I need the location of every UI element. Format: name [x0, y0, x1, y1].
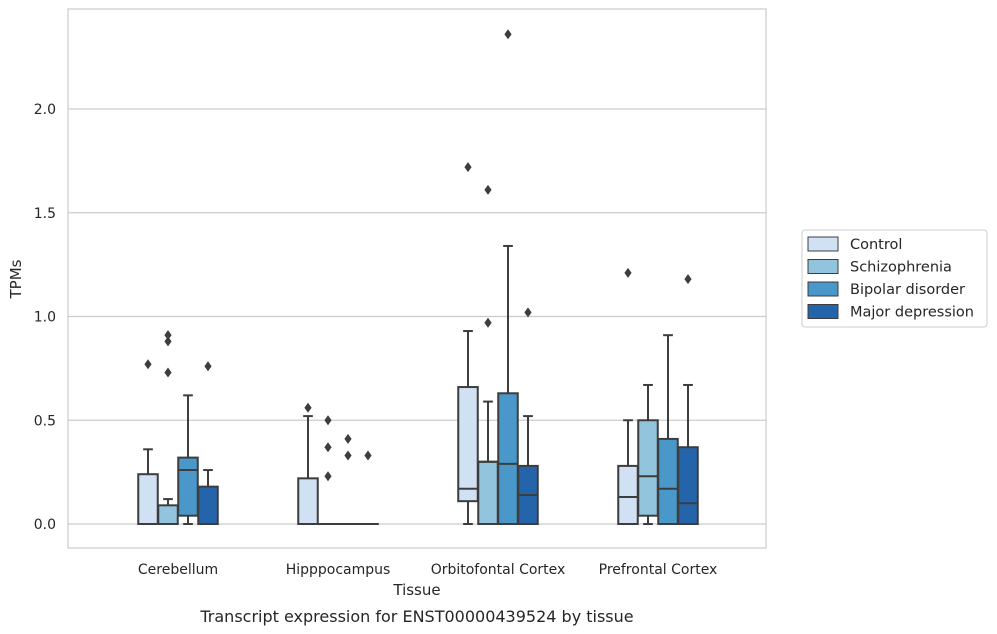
y-tick-label: 0.0 [34, 517, 56, 533]
legend-item: Control [807, 236, 902, 253]
box [657, 334, 679, 525]
x-tick-label: Hipppocampus [286, 562, 391, 578]
outlier-point [324, 415, 332, 426]
legend-item: Bipolar disorder [807, 281, 965, 298]
outlier-point [144, 359, 152, 370]
x-tick-label: Orbitofontal Cortex [431, 562, 566, 578]
outlier-point [164, 367, 172, 378]
outlier-point [324, 471, 332, 482]
x-axis-label: Tissue [392, 581, 440, 599]
box [517, 307, 539, 525]
box-body [137, 473, 159, 526]
figure-caption: Transcript expression for ENST0000043952… [199, 607, 633, 626]
legend-label: Control [850, 237, 902, 253]
box [457, 162, 479, 525]
outlier-point [624, 267, 632, 278]
y-tick-label: 0.5 [34, 413, 56, 429]
box-body [457, 386, 479, 503]
outlier-point [204, 361, 212, 372]
legend-swatch [807, 259, 839, 274]
legend-swatch [807, 236, 839, 252]
outlier-point [304, 402, 312, 413]
box-body [637, 419, 659, 517]
x-tick-label: Cerebellum [138, 562, 218, 578]
box [357, 450, 379, 526]
outlier-point [324, 442, 332, 453]
outlier-point [164, 330, 172, 341]
legend-label: Bipolar disorder [850, 282, 965, 298]
box [297, 402, 319, 526]
box-body [477, 460, 499, 525]
outlier-point [684, 274, 692, 285]
outlier-point [484, 184, 492, 195]
y-axis-ticks: 0.0 0.5 1.0 1.5 2.0 [34, 102, 56, 533]
outlier-point [364, 450, 372, 461]
legend-swatch [807, 281, 839, 297]
series-control [137, 162, 639, 526]
y-tick-label: 1.5 [34, 206, 56, 222]
box [337, 433, 359, 526]
box-body [497, 392, 519, 525]
outlier-point [344, 433, 352, 444]
box [137, 359, 159, 526]
box-body [657, 437, 679, 525]
box-series [137, 29, 699, 526]
box-body [197, 485, 219, 525]
legend-item: Major depression [807, 304, 974, 321]
box [677, 274, 699, 526]
box [317, 415, 339, 526]
legend-item: Schizophrenia [807, 259, 952, 276]
y-tick-label: 2.0 [34, 102, 56, 118]
box-body [177, 456, 199, 517]
y-axis-label: TPMs [7, 259, 25, 299]
box-body [617, 464, 639, 525]
outlier-point [524, 307, 532, 318]
legend-swatch [807, 304, 839, 319]
legend-label: Schizophrenia [850, 260, 952, 276]
box [177, 394, 199, 525]
box [197, 361, 219, 525]
plot-area-frame [67, 8, 767, 549]
box [497, 29, 519, 525]
y-tick-label: 1.0 [34, 310, 56, 326]
x-tick-label: Prefrontal Cortex [599, 562, 718, 578]
box-body [677, 446, 699, 526]
box [477, 184, 499, 525]
legend-label: Major depression [850, 305, 974, 321]
box-body [157, 504, 179, 526]
outlier-point [504, 29, 512, 40]
outlier-point [484, 317, 492, 328]
outlier-point [344, 450, 352, 461]
outlier-point [464, 162, 472, 173]
x-axis-ticks: Cerebellum Hipppocampus Orbitofontal Corte… [138, 562, 717, 578]
series-major-depression [197, 274, 699, 526]
legend: Control Schizophrenia Bipolar disorder Majo… [801, 229, 988, 328]
legend-frame [801, 229, 988, 328]
outlier-point [164, 336, 172, 347]
box-body [297, 477, 319, 526]
series-bipolar-disorder [177, 29, 679, 526]
